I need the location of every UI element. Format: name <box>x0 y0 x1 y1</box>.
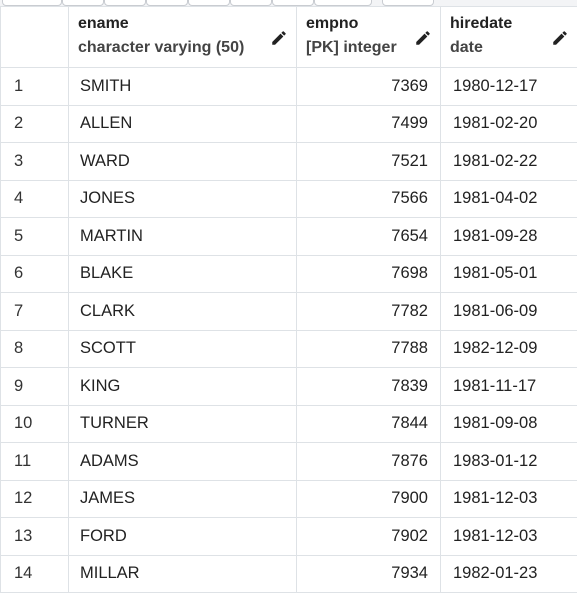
cell-hiredate[interactable]: 1981-04-02 <box>440 179 577 218</box>
toolbar-button[interactable] <box>62 0 104 6</box>
cell-empno[interactable]: 7369 <box>296 67 441 106</box>
row-number[interactable]: 11 <box>0 442 69 481</box>
table-row[interactable]: 3 WARD 7521 1981-02-22 <box>0 142 577 181</box>
row-number[interactable]: 13 <box>0 517 69 556</box>
cell-hiredate[interactable]: 1980-12-17 <box>440 67 577 106</box>
cell-empno[interactable]: 7782 <box>296 292 441 331</box>
cell-ename[interactable]: FORD <box>68 517 297 556</box>
cell-ename[interactable]: BLAKE <box>68 254 297 293</box>
cell-hiredate[interactable]: 1981-02-22 <box>440 142 577 181</box>
row-number[interactable]: 8 <box>0 329 69 368</box>
cell-empno[interactable]: 7654 <box>296 217 441 256</box>
table-row[interactable]: 10 TURNER 7844 1981-09-08 <box>0 404 577 443</box>
table-row[interactable]: 14 MILLAR 7934 1982-01-23 <box>0 554 577 593</box>
table-row[interactable]: 4 JONES 7566 1981-04-02 <box>0 179 577 218</box>
cell-empno[interactable]: 7934 <box>296 554 441 593</box>
cell-empno[interactable]: 7788 <box>296 329 441 368</box>
cell-hiredate[interactable]: 1981-06-09 <box>440 292 577 331</box>
cell-ename[interactable]: MARTIN <box>68 217 297 256</box>
cell-hiredate[interactable]: 1981-12-03 <box>440 479 577 518</box>
header-row: ename character varying (50) empno [PK] … <box>0 6 577 68</box>
cell-hiredate[interactable]: 1981-09-28 <box>440 217 577 256</box>
cell-empno[interactable]: 7698 <box>296 254 441 293</box>
row-number[interactable]: 9 <box>0 367 69 406</box>
cell-hiredate[interactable]: 1981-09-08 <box>440 404 577 443</box>
cell-hiredate[interactable]: 1982-01-23 <box>440 554 577 593</box>
row-number[interactable]: 6 <box>0 254 69 293</box>
column-header-ename[interactable]: ename character varying (50) <box>68 6 297 68</box>
cell-ename[interactable]: KING <box>68 367 297 406</box>
column-name: ename <box>78 15 129 32</box>
row-number[interactable]: 3 <box>0 142 69 181</box>
toolbar-button[interactable] <box>2 0 62 6</box>
cell-hiredate[interactable]: 1981-12-03 <box>440 517 577 556</box>
cell-ename[interactable]: SMITH <box>68 67 297 106</box>
cell-ename[interactable]: JAMES <box>68 479 297 518</box>
table-row[interactable]: 7 CLARK 7782 1981-06-09 <box>0 292 577 331</box>
column-header-hiredate[interactable]: hiredate date <box>440 6 577 68</box>
row-number[interactable]: 7 <box>0 292 69 331</box>
column-header-empno[interactable]: empno [PK] integer <box>296 6 441 68</box>
toolbar-button[interactable] <box>230 0 272 6</box>
row-number[interactable]: 12 <box>0 479 69 518</box>
cell-ename[interactable]: ALLEN <box>68 104 297 143</box>
row-number[interactable]: 10 <box>0 404 69 443</box>
cell-empno[interactable]: 7521 <box>296 142 441 181</box>
row-number[interactable]: 1 <box>0 67 69 106</box>
pencil-icon[interactable] <box>414 29 432 47</box>
table-row[interactable]: 8 SCOTT 7788 1982-12-09 <box>0 329 577 368</box>
table-row[interactable]: 13 FORD 7902 1981-12-03 <box>0 517 577 556</box>
cell-ename[interactable]: SCOTT <box>68 329 297 368</box>
table-row[interactable]: 12 JAMES 7900 1981-12-03 <box>0 479 577 518</box>
toolbar-button[interactable] <box>272 0 314 6</box>
cell-hiredate[interactable]: 1981-02-20 <box>440 104 577 143</box>
toolbar-button[interactable] <box>104 0 146 6</box>
cell-hiredate[interactable]: 1983-01-12 <box>440 442 577 481</box>
toolbar-button[interactable] <box>314 0 372 6</box>
cell-hiredate[interactable]: 1982-12-09 <box>440 329 577 368</box>
cell-ename[interactable]: MILLAR <box>68 554 297 593</box>
cell-hiredate[interactable]: 1981-05-01 <box>440 254 577 293</box>
table-row[interactable]: 5 MARTIN 7654 1981-09-28 <box>0 217 577 256</box>
table-row[interactable]: 9 KING 7839 1981-11-17 <box>0 367 577 406</box>
table-row[interactable]: 6 BLAKE 7698 1981-05-01 <box>0 254 577 293</box>
cell-ename[interactable]: WARD <box>68 142 297 181</box>
column-name: empno <box>306 15 359 32</box>
cell-empno[interactable]: 7566 <box>296 179 441 218</box>
row-number[interactable]: 14 <box>0 554 69 593</box>
cell-ename[interactable]: CLARK <box>68 292 297 331</box>
column-type: date <box>450 39 483 56</box>
row-number[interactable]: 4 <box>0 179 69 218</box>
pencil-icon[interactable] <box>270 29 288 47</box>
cell-ename[interactable]: JONES <box>68 179 297 218</box>
row-number[interactable]: 2 <box>0 104 69 143</box>
cell-empno[interactable]: 7876 <box>296 442 441 481</box>
toolbar-button[interactable] <box>382 0 434 6</box>
result-table: ename character varying (50) empno [PK] … <box>0 6 577 593</box>
table-row[interactable]: 2 ALLEN 7499 1981-02-20 <box>0 104 577 143</box>
cell-empno[interactable]: 7844 <box>296 404 441 443</box>
row-number-header[interactable] <box>0 6 69 68</box>
table-row[interactable]: 11 ADAMS 7876 1983-01-12 <box>0 442 577 481</box>
column-type: character varying (50) <box>78 39 245 56</box>
toolbar-button[interactable] <box>146 0 188 6</box>
cell-hiredate[interactable]: 1981-11-17 <box>440 367 577 406</box>
table-row[interactable]: 1 SMITH 7369 1980-12-17 <box>0 67 577 106</box>
cell-empno[interactable]: 7499 <box>296 104 441 143</box>
cell-empno[interactable]: 7839 <box>296 367 441 406</box>
cell-ename[interactable]: ADAMS <box>68 442 297 481</box>
toolbar-button[interactable] <box>188 0 230 6</box>
column-name: hiredate <box>450 15 513 32</box>
column-type: [PK] integer <box>306 39 397 56</box>
row-number[interactable]: 5 <box>0 217 69 256</box>
data-grid: ename character varying (50) empno [PK] … <box>0 6 577 600</box>
cell-ename[interactable]: TURNER <box>68 404 297 443</box>
cell-empno[interactable]: 7902 <box>296 517 441 556</box>
pencil-icon[interactable] <box>551 29 569 47</box>
cell-empno[interactable]: 7900 <box>296 479 441 518</box>
